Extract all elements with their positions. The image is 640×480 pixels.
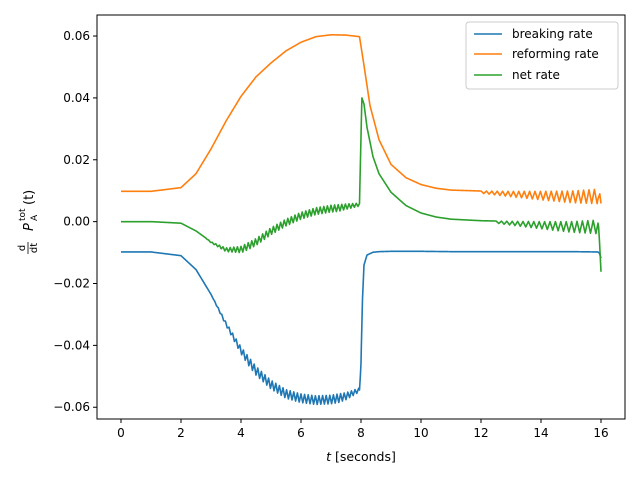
plot-lines [120,33,602,406]
x-tick-label: 0 [117,426,125,440]
y-tick-label: −0.06 [53,400,90,414]
x-tick-label: 10 [413,426,428,440]
x-axis: 0 2 4 6 8 10 12 14 16 [117,419,609,440]
x-tick-label: 16 [593,426,608,440]
legend-label-net-rate: net rate [512,68,560,82]
y-axis-label: d dt P tot A (t) [17,190,40,254]
series-line-net-rate [120,97,602,272]
y-tick-label: 0.02 [63,153,90,167]
legend-box [465,21,619,90]
y-tick-label: −0.04 [53,338,90,352]
legend-label-reforming-rate: reforming rate [512,47,599,61]
series-line-reforming-rate [120,33,602,205]
x-tick-label: 2 [177,426,185,440]
svg-text:dt: dt [29,243,40,253]
y-tick-label: 0.00 [63,215,90,229]
legend-label-breaking-rate: breaking rate [512,27,593,41]
x-tick-label: 4 [237,426,245,440]
svg-text:d: d [17,245,28,251]
y-tick-label: 0.04 [63,91,90,105]
x-tick-label: 6 [297,426,305,440]
y-axis: −0.06 −0.04 −0.02 0.00 0.02 0.04 0.06 [53,29,97,414]
x-tick-label: 8 [357,426,365,440]
x-tick-label: 12 [473,426,488,440]
y-tick-label: −0.02 [53,277,90,291]
svg-text:(t): (t) [22,190,37,205]
svg-text:P: P [22,223,37,231]
svg-text:A: A [30,214,40,221]
svg-text:tot: tot [18,208,28,221]
legend: breaking rate reforming rate net rate [465,21,619,90]
x-axis-label: t [seconds] [326,449,396,464]
series-line-breaking-rate [120,250,602,406]
x-tick-label: 14 [533,426,548,440]
y-tick-label: 0.06 [63,29,90,43]
